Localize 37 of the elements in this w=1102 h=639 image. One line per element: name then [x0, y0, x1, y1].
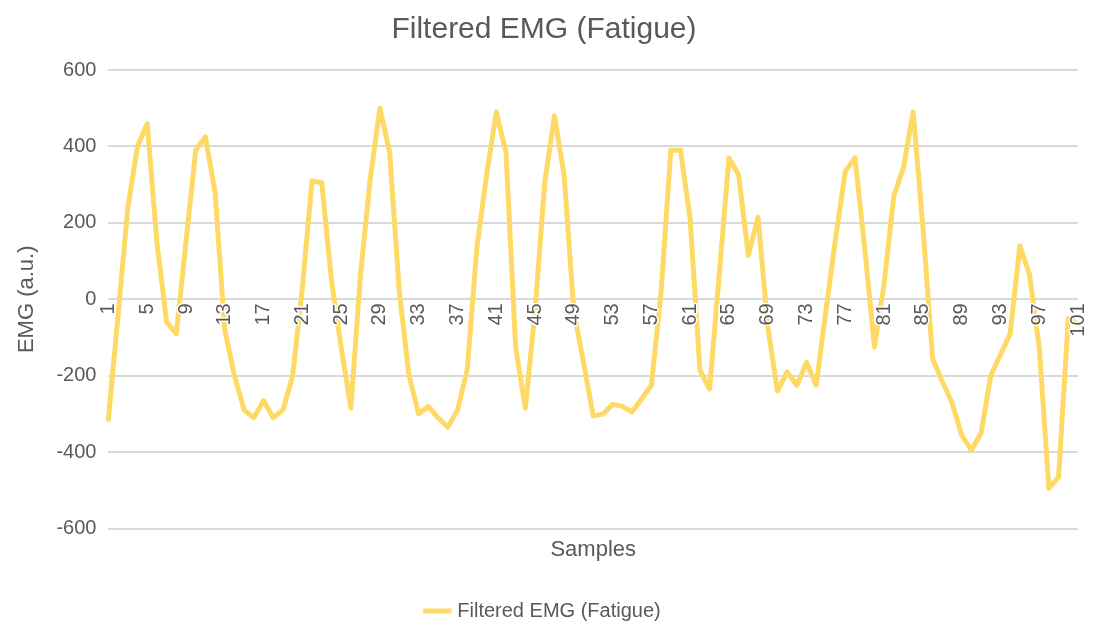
- x-tick-label: 85: [910, 303, 933, 326]
- y-tick-label: 0: [85, 286, 97, 309]
- x-tick-label: 61: [677, 303, 700, 326]
- x-tick-label: 57: [638, 303, 661, 326]
- x-tick-label: 93: [987, 303, 1010, 326]
- x-tick-label: 17: [251, 303, 274, 326]
- legend-label: Filtered EMG (Fatigue): [457, 598, 661, 621]
- x-tick-label: 53: [600, 303, 623, 326]
- chart-title: Filtered EMG (Fatigue): [391, 11, 697, 45]
- x-tick-label: 45: [522, 303, 545, 326]
- x-tick-label: 97: [1026, 303, 1049, 326]
- x-tick-label: 73: [794, 303, 817, 326]
- y-tick-label: -400: [56, 439, 97, 462]
- x-tick-label: 69: [755, 303, 778, 326]
- x-tick-label: 29: [367, 303, 390, 326]
- x-tick-label: 33: [406, 303, 429, 326]
- y-tick-label: 200: [63, 210, 97, 233]
- y-tick-label: 400: [63, 133, 97, 156]
- y-axis-title: EMG (a.u.): [13, 245, 39, 354]
- x-tick-label: 1: [95, 303, 118, 315]
- x-tick-label: 37: [444, 303, 467, 326]
- x-tick-label: 65: [716, 303, 739, 326]
- x-tick-label: 89: [949, 303, 972, 326]
- y-tick-label: -200: [56, 363, 97, 386]
- x-axis-title: Samples: [550, 535, 637, 561]
- x-tick-label: 101: [1065, 303, 1088, 337]
- x-tick-label: 21: [289, 303, 312, 326]
- y-tick-label: 600: [63, 57, 97, 80]
- x-tick-label: 81: [871, 303, 894, 326]
- x-tick-label: 13: [212, 303, 235, 326]
- x-tick-label: 9: [173, 303, 196, 315]
- x-tick-label: 77: [832, 303, 855, 326]
- x-tick-label: 5: [134, 303, 157, 315]
- x-tick-label: 49: [561, 303, 584, 326]
- y-tick-label: -600: [56, 516, 97, 539]
- x-tick-label: 41: [483, 303, 506, 326]
- x-tick-label: 25: [328, 303, 351, 326]
